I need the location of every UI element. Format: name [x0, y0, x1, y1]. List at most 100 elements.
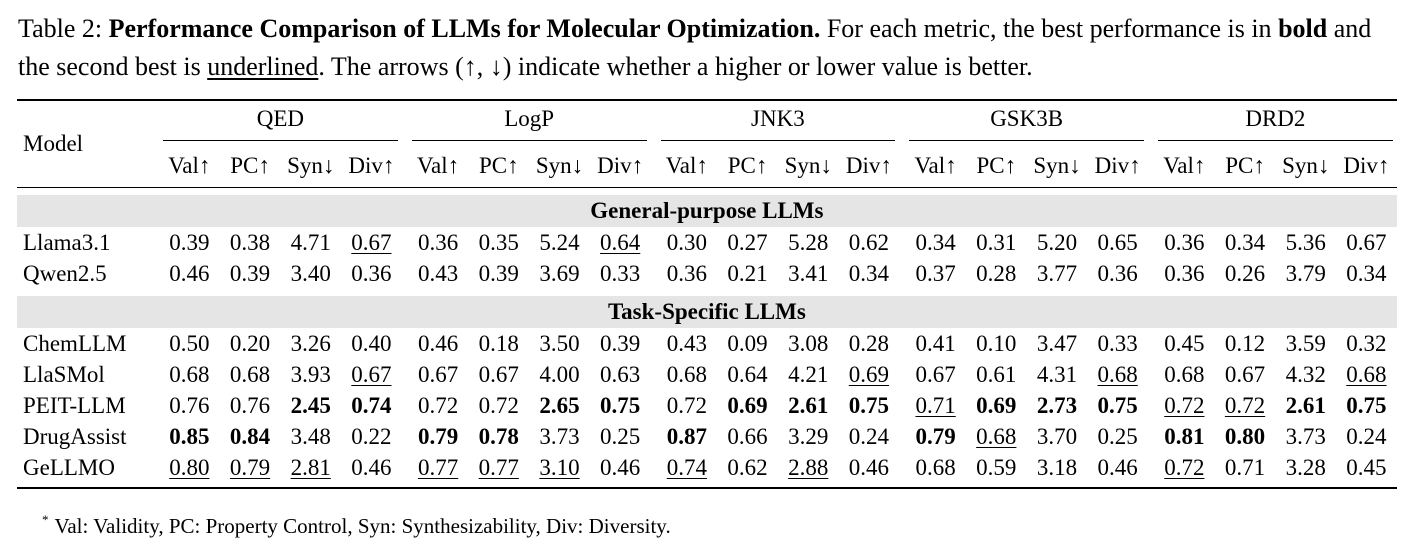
metric-value-text: 0.36 — [1097, 260, 1138, 286]
group-header-label: DRD2 — [1158, 106, 1393, 141]
metric-value: 0.79 — [905, 421, 966, 452]
metric-value: 0.22 — [341, 421, 402, 452]
metric-value: 0.35 — [468, 227, 529, 258]
group-header-label: JNK3 — [660, 106, 896, 141]
metric-value-text: 0.80 — [1224, 423, 1266, 449]
metric-value-text: 0.72 — [417, 392, 459, 418]
metric-header: PC↑ — [1225, 153, 1265, 178]
table-footnote: * Val: Validity, PC: Property Control, Sy… — [42, 506, 671, 540]
metric-value: 0.67 — [905, 359, 966, 390]
metric-value: 3.73 — [529, 421, 590, 452]
metric-value: 0.25 — [590, 421, 651, 452]
metric-value-text: 0.41 — [915, 330, 956, 356]
metric-value: 0.69 — [839, 359, 900, 390]
metric-value-text: 0.25 — [600, 423, 641, 449]
metric-value-text: 3.47 — [1036, 330, 1078, 356]
metric-value-text: 0.09 — [727, 330, 768, 356]
metric-header: Div↑ — [348, 153, 395, 178]
metric-value-text: 0.74 — [351, 392, 392, 418]
metric-value: 0.37 — [905, 258, 966, 289]
metric-value-text: 0.40 — [351, 330, 392, 356]
metric-value: 3.26 — [280, 328, 341, 359]
metric-value-text: 0.46 — [848, 454, 890, 480]
metric-value: 0.34 — [1336, 258, 1397, 289]
metric-value-text: 4.31 — [1036, 361, 1078, 387]
metric-value: 0.34 — [839, 258, 900, 289]
metric-value: 0.76 — [159, 390, 220, 421]
metric-value: 0.36 — [341, 258, 402, 289]
metric-value-text: 5.20 — [1036, 229, 1078, 255]
metric-value: 2.61 — [778, 390, 839, 421]
group-header-label: GSK3B — [909, 106, 1144, 141]
metric-value-text: 0.68 — [915, 454, 956, 480]
metric-value: 4.00 — [529, 359, 590, 390]
metric-header: Div↑ — [845, 153, 892, 178]
metric-value: 0.75 — [1336, 390, 1397, 421]
metric-value-text: 0.28 — [976, 260, 1017, 286]
metric-value: 0.27 — [717, 227, 778, 258]
metric-value-text: 2.65 — [539, 392, 580, 418]
metric-value: 0.74 — [657, 452, 718, 483]
table-row: Llama3.1 0.39 0.38 4.71 0.67 0.36 0.35 5.24 0.64… — [17, 227, 1397, 258]
metric-value-text: 0.72 — [666, 392, 707, 418]
metric-value-text: 0.69 — [727, 392, 768, 418]
metric-value-text: 3.18 — [1036, 454, 1078, 480]
metric-value: 0.43 — [408, 258, 469, 289]
metric-value-text: 3.77 — [1036, 260, 1078, 286]
metric-value: 0.28 — [839, 328, 900, 359]
metric-value: 0.36 — [1087, 258, 1148, 289]
metric-value: 0.33 — [1087, 328, 1148, 359]
metric-value-text: 0.72 — [478, 392, 519, 418]
metric-value-text: 0.35 — [478, 229, 519, 255]
metric-value-text: 3.40 — [290, 260, 331, 286]
metric-value: 3.48 — [280, 421, 341, 452]
metric-value: 4.32 — [1275, 359, 1336, 390]
metric-header: Div↑ — [1343, 153, 1390, 178]
metric-header: PC↑ — [727, 153, 768, 178]
metric-value: 3.40 — [280, 258, 341, 289]
metric-value: 0.12 — [1215, 328, 1276, 359]
metric-value-text: 0.74 — [666, 454, 707, 480]
metric-value: 0.34 — [905, 227, 966, 258]
metric-value: 0.79 — [408, 421, 469, 452]
group-header-row: Model QED LogP JNK3 GSK3B DRD2 — [17, 101, 1397, 156]
metric-value-text: 0.76 — [169, 392, 210, 418]
metric-value-text: 0.65 — [1097, 229, 1138, 255]
metric-value: 3.69 — [529, 258, 590, 289]
metric-value: 0.45 — [1336, 452, 1397, 483]
metric-value: 0.69 — [717, 390, 778, 421]
metric-value-text: 0.28 — [848, 330, 890, 356]
metric-header: Val↑ — [1163, 153, 1206, 178]
metric-value: 3.70 — [1027, 421, 1088, 452]
metric-value-text: 0.68 — [666, 361, 707, 387]
header-bottom-rule — [17, 187, 1397, 188]
metric-value-text: 3.08 — [788, 330, 829, 356]
metric-value: 4.21 — [778, 359, 839, 390]
metric-value: 0.81 — [1154, 421, 1215, 452]
metric-value: 0.72 — [1154, 452, 1215, 483]
metric-value: 0.25 — [1087, 421, 1148, 452]
metric-value-text: 0.10 — [976, 330, 1017, 356]
metric-value-text: 0.34 — [1224, 229, 1266, 255]
table-row: Qwen2.5 0.46 0.39 3.40 0.36 0.43 0.39 3.69 0.33 0… — [17, 258, 1397, 289]
metric-value: 0.67 — [341, 227, 402, 258]
table-caption: Table 2: Performance Comparison of LLMs … — [18, 10, 1384, 86]
section-title: General-purpose LLMs — [17, 195, 1397, 227]
metric-value-text: 0.84 — [229, 423, 271, 449]
metric-value: 0.28 — [966, 258, 1027, 289]
metric-value-text: 0.67 — [417, 361, 459, 387]
metric-value-text: 0.18 — [478, 330, 519, 356]
metric-value: 2.65 — [529, 390, 590, 421]
metric-value-text: 0.43 — [417, 260, 459, 286]
metric-value-text: 0.69 — [848, 361, 890, 387]
metric-header: PC↑ — [478, 153, 519, 178]
metric-header: Div↑ — [597, 153, 644, 178]
metric-value-text: 0.76 — [229, 392, 271, 418]
metric-value-text: 2.61 — [788, 392, 829, 418]
metric-value-text: 0.68 — [1097, 361, 1138, 387]
metric-value: 5.28 — [778, 227, 839, 258]
metric-value-text: 5.28 — [788, 229, 829, 255]
model-name: ChemLLM — [23, 330, 127, 356]
section-header-row: Task-Specific LLMs — [17, 296, 1397, 328]
metric-value: 0.72 — [1154, 390, 1215, 421]
